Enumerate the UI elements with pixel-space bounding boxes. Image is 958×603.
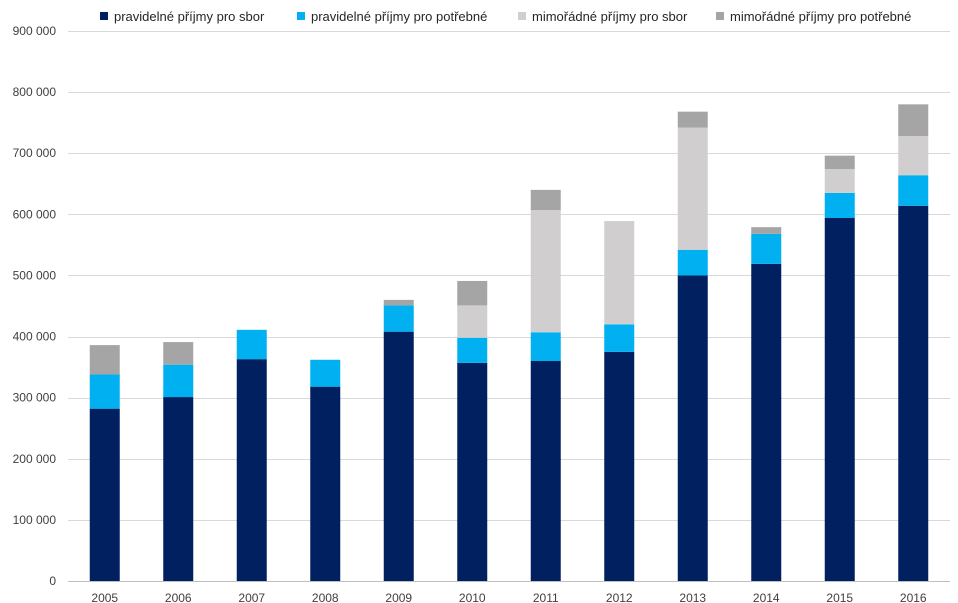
legend-swatch	[100, 12, 108, 20]
bar-segment	[751, 233, 782, 264]
y-tick-label: 0	[49, 574, 56, 588]
bar-segment	[163, 342, 194, 365]
bar-segment	[89, 408, 120, 581]
bar-segment	[457, 337, 488, 363]
bar-segment	[824, 192, 855, 218]
bar-segment	[677, 249, 708, 276]
bar-segment	[236, 329, 267, 360]
x-tick-label: 2005	[91, 591, 118, 603]
legend-label: pravidelné příjmy pro sbor	[114, 9, 265, 24]
bar-segment	[824, 169, 855, 193]
x-tick-label: 2014	[753, 591, 780, 603]
y-tick-label: 500 000	[13, 268, 57, 282]
bar-segment	[530, 332, 561, 361]
y-tick-label: 200 000	[13, 452, 57, 466]
bar-segment	[530, 189, 561, 211]
y-tick-label: 600 000	[13, 207, 57, 221]
legend-label: mimořádné příjmy pro sbor	[532, 9, 688, 24]
x-tick-label: 2008	[312, 591, 339, 603]
legend-label: pravidelné příjmy pro potřebné	[311, 9, 487, 24]
y-tick-label: 800 000	[13, 85, 57, 99]
legend: pravidelné příjmy pro sbor pravidelné pří…	[100, 9, 911, 24]
bar-segment	[677, 275, 708, 581]
bar-segment	[383, 299, 414, 306]
legend-label: mimořádné příjmy pro potřebné	[730, 9, 911, 24]
bar-segment	[236, 359, 267, 581]
bar-segment	[751, 227, 782, 234]
y-tick-label: 900 000	[13, 24, 57, 38]
bar-segment	[383, 331, 414, 581]
bar-segment	[824, 155, 855, 170]
x-tick-label: 2006	[165, 591, 192, 603]
bar-segment	[677, 127, 708, 250]
x-axis: 2005 2006 2007 2008 2009 2010 2011 2012 2013 2014…	[68, 581, 950, 603]
bar-segment	[310, 359, 341, 387]
bar-segment	[530, 361, 561, 581]
bar-segment	[898, 136, 929, 176]
y-tick-label: 400 000	[13, 330, 57, 344]
x-tick-label: 2007	[238, 591, 265, 603]
gridlines	[68, 31, 950, 521]
bar-segment	[530, 210, 561, 333]
y-tick-label: 300 000	[13, 391, 57, 405]
bar-segment	[89, 345, 120, 375]
bar-segment	[89, 374, 120, 409]
x-tick-label: 2011	[533, 591, 559, 603]
bar-segment	[604, 351, 635, 581]
bar-segment	[457, 305, 488, 338]
legend-swatch	[297, 12, 305, 20]
bar-segment	[604, 324, 635, 352]
bar-segment	[163, 397, 194, 581]
bar-segment	[383, 305, 414, 332]
bar-segment	[824, 218, 855, 581]
x-tick-label: 2016	[900, 591, 927, 603]
bar-segment	[677, 111, 708, 128]
bar-segment	[457, 362, 488, 581]
bar-segment	[163, 364, 194, 398]
bar-segment	[898, 104, 929, 137]
bar-segment	[310, 386, 341, 581]
x-tick-label: 2012	[606, 591, 633, 603]
y-tick-label: 700 000	[13, 146, 57, 160]
x-tick-label: 2009	[385, 591, 412, 603]
x-tick-label: 2010	[459, 591, 486, 603]
bar-segment	[751, 263, 782, 581]
bar-segment	[457, 280, 488, 306]
x-tick-label: 2015	[826, 591, 853, 603]
bar-segment	[898, 175, 929, 206]
legend-swatch	[716, 12, 724, 20]
x-tick-label: 2013	[679, 591, 706, 603]
bar-segment	[898, 205, 929, 581]
legend-swatch	[518, 12, 526, 20]
bars	[89, 104, 929, 581]
bar-segment	[604, 221, 635, 325]
y-tick-label: 100 000	[13, 513, 57, 527]
y-axis: 0 100 000 200 000 300 000 400 000 500 000 600 …	[13, 24, 57, 588]
